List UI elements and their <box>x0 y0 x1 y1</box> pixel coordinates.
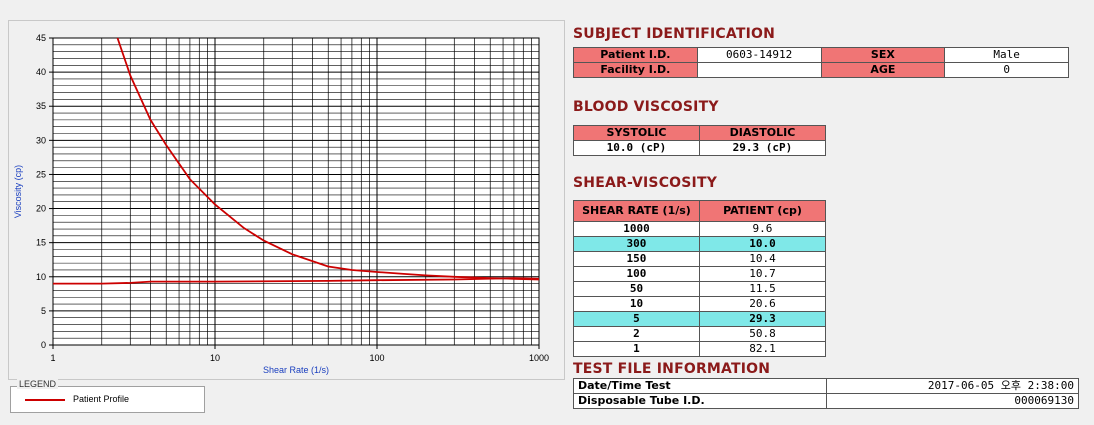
table-row: 1000 9.6 <box>573 221 827 237</box>
patient-id-label: Patient I.D. <box>573 47 698 63</box>
age-value: 0 <box>944 62 1069 78</box>
viscosity-chart: 0 5 10 15 20 25 30 35 40 45 1 10 100 1000 Shear Rate (… <box>8 20 565 380</box>
facility-id-value <box>696 62 822 78</box>
chart-svg: 0 5 10 15 20 25 30 35 40 45 1 10 100 1000 Shear Rate (… <box>13 33 549 375</box>
shear-rate-cell: 5 <box>573 311 700 327</box>
sex-value: Male <box>944 47 1069 63</box>
y-tick-label: 40 <box>36 67 46 77</box>
table-row: 100 10.7 <box>573 266 827 282</box>
patient-viscosity-cell: 11.5 <box>698 281 827 297</box>
y-tick-label: 0 <box>41 340 46 350</box>
y-tick-label: 45 <box>36 33 46 43</box>
patient-viscosity-cell: 10.7 <box>698 266 827 282</box>
x-tick-label: 1000 <box>529 353 549 363</box>
date-time-label: Date/Time Test <box>573 378 827 394</box>
patient-viscosity-cell: 29.3 <box>698 311 827 327</box>
shear-rate-cell: 2 <box>573 326 700 342</box>
blood-viscosity-title: BLOOD VISCOSITY <box>573 99 719 115</box>
patient-viscosity-cell: 9.6 <box>698 221 827 237</box>
legend-line-swatch <box>25 399 65 401</box>
tube-id-value: 000069130 <box>826 393 1079 409</box>
legend-label: Patient Profile <box>73 394 130 404</box>
y-tick-label: 10 <box>36 272 46 282</box>
shear-rate-cell: 10 <box>573 296 700 312</box>
legend-box: LEGEND Patient Profile <box>10 379 205 413</box>
patient-viscosity-cell: 10.4 <box>698 251 827 267</box>
patient-viscosity-cell: 20.6 <box>698 296 827 312</box>
table-row: 50 11.5 <box>573 281 827 297</box>
x-tick-label: 100 <box>369 353 384 363</box>
shear-rate-cell: 300 <box>573 236 700 252</box>
systolic-value: 10.0 (cP) <box>573 140 700 156</box>
table-row: 300 10.0 <box>573 236 827 252</box>
diastolic-value: 29.3 (cP) <box>698 140 827 156</box>
plot-area <box>53 38 539 345</box>
systolic-label: SYSTOLIC <box>573 125 700 141</box>
x-tick-label: 1 <box>50 353 55 363</box>
y-tick-label: 15 <box>36 238 46 248</box>
subject-table: Patient I.D. 0603-14912 SEX Male Facilit… <box>573 47 1069 78</box>
patient-header: PATIENT (cp) <box>698 200 827 222</box>
shear-viscosity-table: SHEAR RATE (1/s) PATIENT (cp) 1000 9.6 300… <box>573 200 827 357</box>
tube-id-label: Disposable Tube I.D. <box>573 393 827 409</box>
test-file-title: TEST FILE INFORMATION <box>573 361 771 377</box>
shear-rate-cell: 50 <box>573 281 700 297</box>
sex-label: SEX <box>820 47 946 63</box>
table-row: 2 50.8 <box>573 326 827 342</box>
patient-viscosity-cell: 82.1 <box>698 341 827 357</box>
facility-id-label: Facility I.D. <box>573 62 698 78</box>
legend-title: LEGEND <box>17 379 59 389</box>
y-tick-label: 30 <box>36 135 46 145</box>
test-file-table: Date/Time Test 2017-06-05 오후 2:38:00 Dis… <box>573 378 1079 409</box>
y-axis-label: Viscosity (cp) <box>13 165 23 218</box>
diastolic-label: DIASTOLIC <box>698 125 827 141</box>
series-line-baseline <box>53 277 540 285</box>
patient-id-value: 0603-14912 <box>696 47 822 63</box>
y-tick-label: 25 <box>36 169 46 179</box>
x-axis-label: Shear Rate (1/s) <box>263 365 329 375</box>
table-row: 150 10.4 <box>573 251 827 267</box>
shear-rate-cell: 1 <box>573 341 700 357</box>
y-tick-label: 5 <box>41 306 46 316</box>
table-row: 5 29.3 <box>573 311 827 327</box>
table-row: 1 82.1 <box>573 341 827 357</box>
series-line-patient-profile <box>116 37 540 281</box>
subject-title: SUBJECT IDENTIFICATION <box>573 26 776 42</box>
plot-border <box>52 37 540 346</box>
date-time-value: 2017-06-05 오후 2:38:00 <box>826 378 1079 394</box>
y-tick-label: 35 <box>36 101 46 111</box>
patient-viscosity-cell: 10.0 <box>698 236 827 252</box>
shear-rate-cell: 1000 <box>573 221 700 237</box>
table-row: 10 20.6 <box>573 296 827 312</box>
patient-viscosity-cell: 50.8 <box>698 326 827 342</box>
age-label: AGE <box>820 62 946 78</box>
shear-rate-cell: 100 <box>573 266 700 282</box>
shear-rate-cell: 150 <box>573 251 700 267</box>
shear-rate-header: SHEAR RATE (1/s) <box>573 200 700 222</box>
shear-viscosity-title: SHEAR-VISCOSITY <box>573 175 718 191</box>
blood-viscosity-table: SYSTOLIC DIASTOLIC 10.0 (cP) 29.3 (cP) <box>573 125 827 156</box>
x-tick-label: 10 <box>210 353 220 363</box>
y-tick-label: 20 <box>36 204 46 214</box>
